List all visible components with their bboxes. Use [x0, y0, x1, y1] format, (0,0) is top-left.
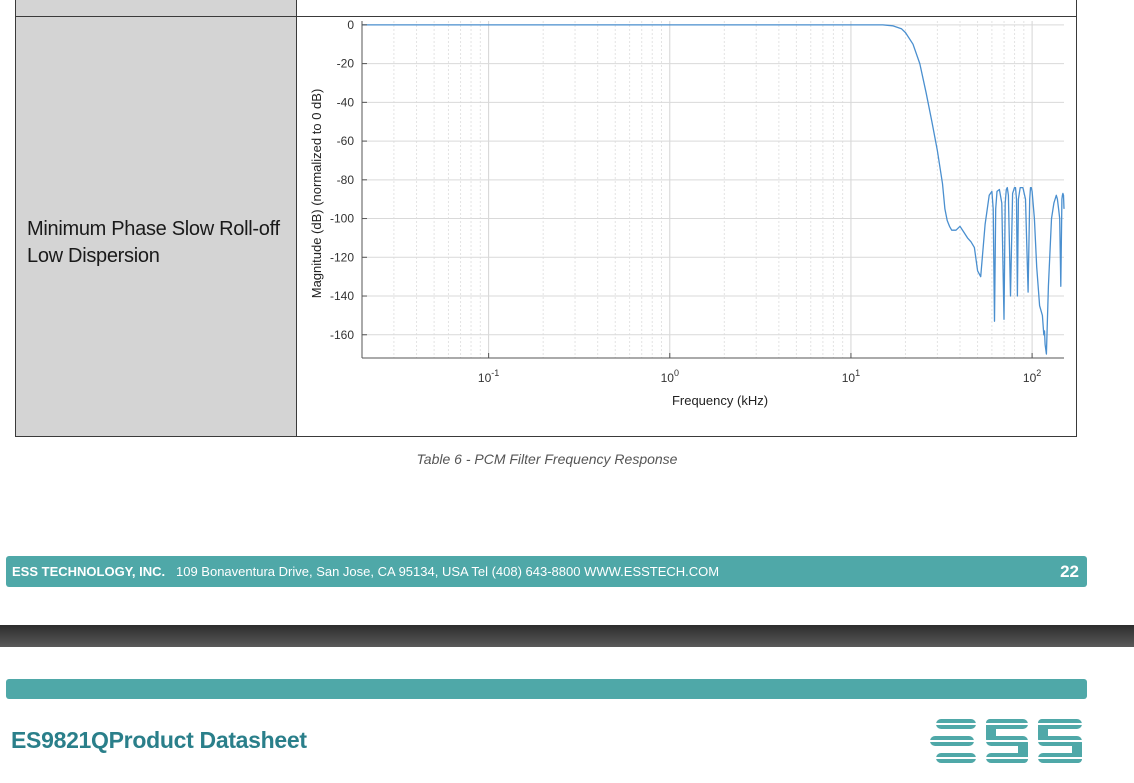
row-divider [16, 16, 1076, 17]
page-separator [0, 625, 1134, 647]
header-bar [6, 679, 1087, 699]
x-tick-label: 102 [1023, 368, 1041, 385]
footer-company: ESS TECHNOLOGY, INC. [12, 564, 166, 579]
x-tick-label: 101 [842, 368, 860, 385]
row-label-cell: Minimum Phase Slow Roll-off Low Dispersi… [16, 17, 297, 436]
x-tick-label: 10-1 [478, 368, 499, 385]
frequency-response-chart: 0 -20 -40 -60 -80 -100 -120 -140 -160 10-1 100 101 1… [309, 18, 1065, 408]
page-number: 22 [1060, 562, 1079, 581]
previous-row-label-cell [16, 0, 297, 16]
y-tick-label: -20 [337, 57, 355, 71]
row-label: Minimum Phase Slow Roll-off Low Dispersi… [27, 216, 297, 270]
x-axis-label: Frequency (kHz) [672, 393, 768, 408]
y-axis-label: Magnitude (dB) (normalized to 0 dB) [309, 89, 324, 299]
y-tick-label: -80 [337, 173, 355, 187]
ess-logo-icon [930, 719, 1090, 763]
y-tick-label: -160 [330, 328, 354, 342]
y-tick-label: -100 [330, 212, 354, 226]
y-tick-label: -60 [337, 134, 355, 148]
y-tick-label: -120 [330, 250, 354, 264]
plot-area [362, 21, 1064, 358]
filter-table: Minimum Phase Slow Roll-off Low Dispersi… [15, 0, 1077, 437]
series-line [362, 24, 1065, 355]
y-tick-label: -40 [337, 95, 355, 109]
y-tick-label: -140 [330, 289, 354, 303]
table-caption: Table 6 - PCM Filter Frequency Response [416, 451, 678, 467]
document-title: ES9821QProduct Datasheet [11, 727, 307, 753]
footer-address: 109 Bonaventura Drive, San Jose, CA 9513… [176, 564, 720, 579]
footer-bar: ESS TECHNOLOGY, INC. 109 Bonaventura Dri… [6, 556, 1087, 587]
y-tick-label: 0 [347, 18, 354, 32]
row-label-line2: Low Dispersion [27, 245, 160, 267]
x-tick-label: 100 [661, 368, 679, 385]
row-label-line1: Minimum Phase Slow Roll-off [27, 218, 280, 240]
